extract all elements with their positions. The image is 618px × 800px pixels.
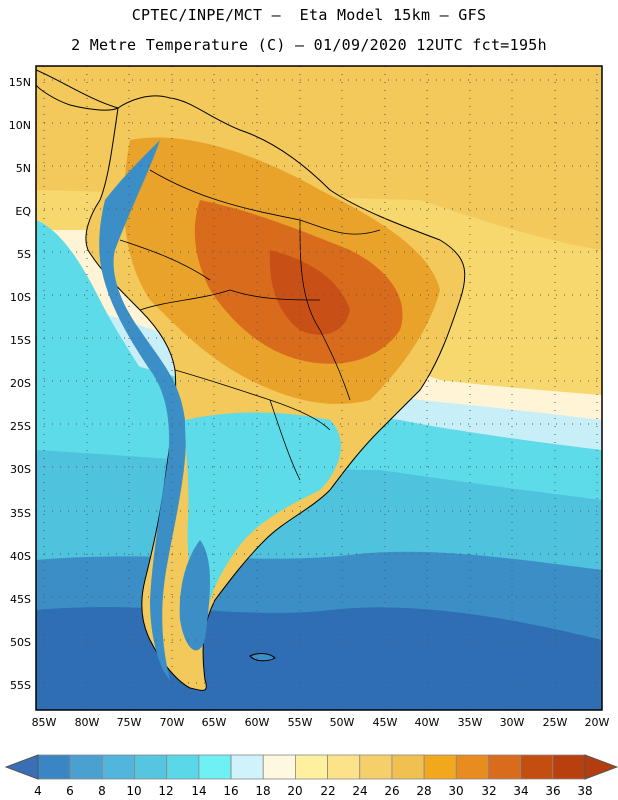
lon-label: 75W (117, 716, 142, 729)
lon-label: 30W (500, 716, 525, 729)
lat-label: 50S (10, 636, 31, 649)
lon-label: 80W (75, 716, 100, 729)
colorbar-box (230, 754, 264, 780)
colorbar-label: 8 (98, 784, 106, 798)
lon-label: 45W (373, 716, 398, 729)
colorbar-label: 20 (287, 784, 302, 798)
colorbar-box (37, 754, 71, 780)
colorbar-label: 6 (66, 784, 74, 798)
colorbar-box (327, 754, 361, 780)
lat-label: 55S (10, 679, 31, 692)
colorbar-label: 16 (223, 784, 238, 798)
lon-label: 55W (288, 716, 313, 729)
colorbar-box (520, 754, 554, 780)
lon-label: 25W (543, 716, 568, 729)
central-america (36, 69, 120, 111)
andes-cold (99, 140, 187, 680)
lat-label: 45S (10, 593, 31, 606)
colorbar-box (455, 754, 489, 780)
colorbar-box (488, 754, 522, 780)
lon-label: 20W (585, 716, 610, 729)
colorbar-label: 30 (448, 784, 463, 798)
colorbar-box (295, 754, 328, 780)
temperature-map: 15N 10N 5N EQ 5S 10S 15S 20S 25S 30S 35S… (9, 65, 610, 729)
patagonia-cold (179, 540, 210, 651)
colorbar-box (423, 754, 457, 780)
lat-label: 20S (10, 377, 31, 390)
colorbar-label: 18 (255, 784, 270, 798)
lat-label: 40S (10, 550, 31, 563)
lat-label: 5S (17, 248, 31, 261)
colorbar-box (262, 754, 296, 780)
lat-label: 30S (10, 463, 31, 476)
map-field (36, 66, 602, 710)
colorbar-box (198, 754, 232, 780)
country-borders (119, 169, 381, 481)
lat-label: 10N (9, 119, 31, 132)
colorbar-label: 34 (513, 784, 528, 798)
colorbar: 4 6 8 10 12 14 16 18 20 22 24 26 28 30 3… (4, 754, 618, 798)
lat-label: 25S (10, 420, 31, 433)
colorbar-box (552, 754, 586, 780)
colorbar-label: 32 (481, 784, 496, 798)
colorbar-label: 24 (352, 784, 367, 798)
lat-label: EQ (15, 205, 31, 218)
colorbar-box (359, 754, 393, 780)
colorbar-label: 4 (34, 784, 42, 798)
colorbar-box (69, 754, 103, 780)
lon-label: 60W (245, 716, 270, 729)
lon-label: 85W (32, 716, 57, 729)
lon-label: 50W (330, 716, 355, 729)
colorbar-label: 22 (320, 784, 335, 798)
colorbar-box (166, 754, 200, 780)
colorbar-label: 38 (577, 784, 592, 798)
colorbar-high-arrow (584, 754, 618, 780)
lat-label: 15S (10, 334, 31, 347)
graticule (36, 66, 602, 710)
colorbar-box (101, 754, 135, 780)
title-line-2: 2 Metre Temperature (C) – 01/09/2020 12U… (71, 36, 547, 54)
colorbar-label: 10 (126, 784, 141, 798)
colorbar-label: 14 (191, 784, 206, 798)
title-line-1: CPTEC/INPE/MCT – Eta Model 15km – GFS (131, 6, 487, 24)
lon-label: 40W (415, 716, 440, 729)
lat-axis: 15N 10N 5N EQ 5S 10S 15S 20S 25S 30S 35S… (9, 76, 32, 692)
lat-label: 35S (10, 507, 31, 520)
colorbar-label: 12 (158, 784, 173, 798)
lon-axis: 85W 80W 75W 70W 65W 60W 55W 50W 45W 40W … (32, 716, 610, 729)
lon-label: 65W (202, 716, 227, 729)
lat-label: 10S (10, 291, 31, 304)
lat-label: 5N (16, 162, 31, 175)
lat-label: 15N (9, 76, 31, 89)
colorbar-box (391, 754, 425, 780)
lon-label: 70W (160, 716, 185, 729)
colorbar-boxes (37, 754, 586, 780)
pacific-cool-coast (36, 220, 170, 420)
colorbar-box (134, 754, 168, 780)
colorbar-labels: 4 6 8 10 12 14 16 18 20 22 24 26 28 30 3… (34, 784, 592, 798)
map-frame (35, 65, 603, 711)
colorbar-low-arrow (4, 754, 39, 780)
colorbar-label: 36 (545, 784, 560, 798)
falklands (249, 653, 276, 662)
colorbar-label: 26 (384, 784, 399, 798)
land-hot-36 (269, 250, 350, 335)
southern-cone-cool (185, 412, 341, 620)
lon-label: 35W (458, 716, 483, 729)
colorbar-label: 28 (416, 784, 431, 798)
